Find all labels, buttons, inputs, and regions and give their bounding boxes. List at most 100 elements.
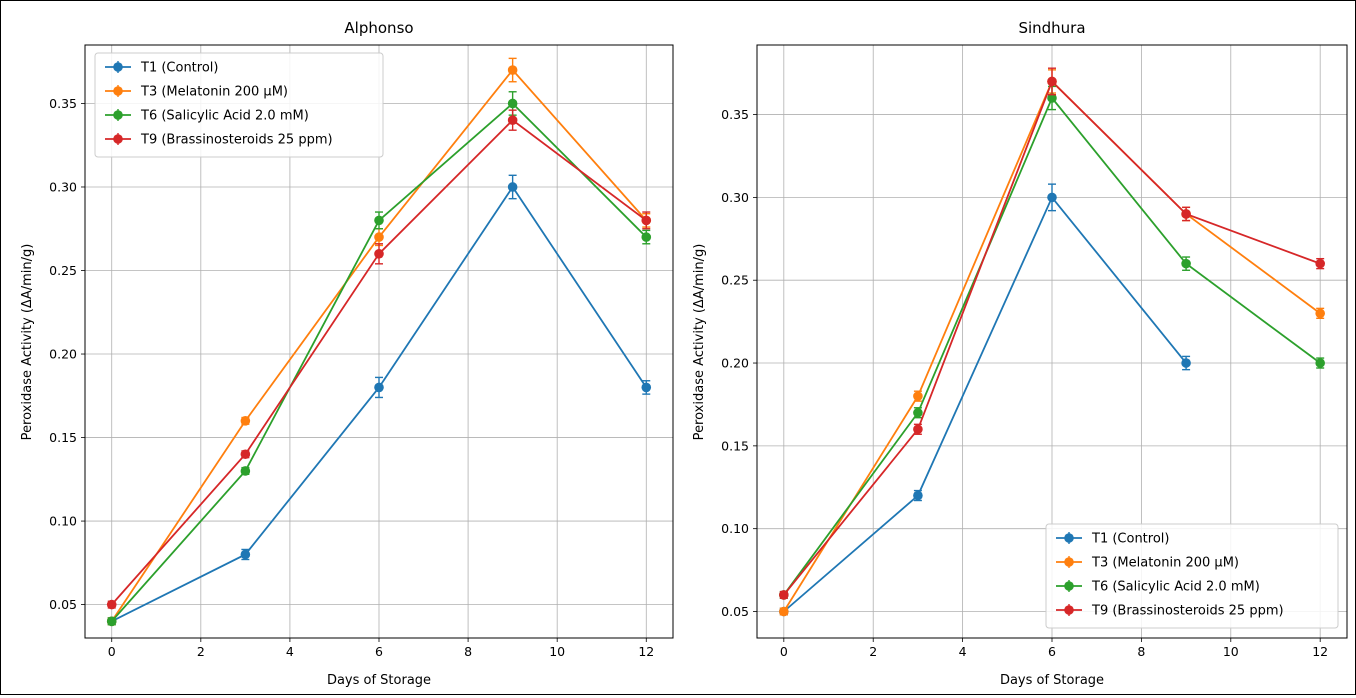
y-axis-label: Peroxidase Activity (ΔA/min/g) (692, 244, 707, 441)
chart-sindhura: Sindhura Days of Storage Peroxidase Acti… (692, 19, 1348, 688)
legend-label: T3 (Melatonin 200 μM) (1091, 556, 1239, 571)
legend-label: T9 (Brassinosteroids 25 ppm) (140, 133, 333, 148)
data-point (507, 115, 518, 125)
x-tick-label: 12 (1312, 644, 1328, 659)
data-point (1047, 192, 1057, 203)
legend: T1 (Control) T3 (Melatonin 200 μM) T6 (Sal… (1045, 523, 1339, 629)
legend-label: T1 (Control) (1091, 532, 1169, 547)
axes-frame (84, 44, 674, 639)
x-tick-label: 10 (1223, 644, 1239, 659)
legend-label: T6 (Salicylic Acid 2.0 mM) (140, 109, 309, 124)
legend-item: T6 (Salicylic Acid 2.0 mM) (105, 109, 309, 124)
data-point (913, 490, 923, 501)
data-point (1047, 93, 1057, 103)
series (106, 109, 652, 610)
data-point (374, 232, 384, 242)
data-point (240, 466, 251, 476)
legend-label: T6 (Salicylic Acid 2.0 mM) (1091, 580, 1260, 595)
x-tick-label: 8 (464, 644, 472, 659)
data-point (1047, 76, 1057, 87)
x-tick-label: 10 (549, 644, 565, 659)
data-point (1181, 258, 1191, 269)
data-point (1315, 358, 1325, 368)
legend-marker (1064, 533, 1074, 543)
y-tick-label: 0.05 (721, 604, 749, 619)
data-point (240, 416, 251, 426)
legend: T1 (Control) T3 (Melatonin 200 μM) T6 (Sal… (94, 52, 384, 158)
legend-marker (1064, 557, 1074, 567)
y-tick-label: 0.20 (49, 347, 77, 362)
data-point (240, 549, 251, 560)
y-tick-label: 0.25 (721, 273, 749, 288)
legend-marker (1064, 581, 1074, 591)
data-point (913, 424, 923, 435)
y-tick-label: 0.05 (49, 597, 77, 612)
data-point (1315, 258, 1325, 269)
chart-title: Alphonso (344, 19, 413, 37)
legend-item: T1 (Control) (1056, 532, 1169, 547)
plot-area: 0 2 4 6 8 10 12 0.05 0.10 0.15 0.20 0.25 0.30 0.35 T1 … (49, 44, 674, 659)
data-point (641, 215, 652, 226)
legend-marker (113, 110, 123, 120)
y-tick-label: 0.15 (49, 430, 77, 445)
x-tick-label: 4 (959, 644, 967, 659)
y-tick-label: 0.15 (721, 438, 749, 453)
data-point (106, 599, 117, 610)
x-tick-label: 8 (1137, 644, 1145, 659)
y-tick-label: 0.10 (721, 521, 749, 536)
data-point (507, 65, 518, 75)
data-point (374, 249, 384, 259)
y-tick-label: 0.35 (49, 96, 77, 111)
y-tick-label: 0.10 (49, 514, 77, 529)
axes-frame (756, 44, 1348, 639)
legend-marker (1064, 605, 1074, 615)
series (779, 67, 1325, 600)
x-axis-label: Days of Storage (327, 673, 431, 688)
legend-marker (113, 62, 123, 72)
chart-title: Sindhura (1018, 19, 1085, 37)
y-axis-label: Peroxidase Activity (ΔA/min/g) (20, 244, 35, 441)
plot-area: 0 2 4 6 8 10 12 0.05 0.10 0.15 0.20 0.25 0.30 0.35 T1 … (721, 44, 1348, 659)
data-point (641, 382, 652, 393)
x-tick-label: 0 (108, 644, 116, 659)
data-point (507, 182, 518, 192)
legend-label: T1 (Control) (140, 61, 218, 76)
legend-item: T1 (Control) (105, 61, 218, 76)
legend-label: T9 (Brassinosteroids 25 ppm) (1091, 604, 1284, 619)
x-tick-label: 2 (197, 644, 205, 659)
data-point (374, 215, 384, 226)
y-tick-label: 0.35 (721, 107, 749, 122)
data-point (106, 616, 117, 627)
x-tick-label: 0 (780, 644, 788, 659)
data-point (913, 407, 923, 418)
y-tick-label: 0.30 (721, 190, 749, 205)
data-point (913, 391, 923, 401)
series (106, 91, 652, 627)
x-tick-label: 6 (1048, 644, 1056, 659)
x-tick-label: 2 (869, 644, 877, 659)
legend-item: T6 (Salicylic Acid 2.0 mM) (1056, 580, 1260, 595)
x-tick-label: 4 (286, 644, 294, 659)
y-tick-label: 0.30 (49, 179, 77, 194)
legend-item: T9 (Brassinosteroids 25 ppm) (105, 133, 333, 148)
legend-label: T3 (Melatonin 200 μM) (140, 85, 288, 100)
data-point (374, 382, 384, 393)
legend-item: T3 (Melatonin 200 μM) (1056, 556, 1239, 571)
series-line (783, 195, 1187, 613)
y-tick-label: 0.20 (721, 356, 749, 371)
chart-alphonso: Alphonso Days of Storage Peroxidase Acti… (20, 19, 674, 688)
data-point (1181, 209, 1191, 219)
x-tick-label: 6 (375, 644, 383, 659)
data-point (779, 606, 789, 617)
legend-marker (113, 134, 123, 144)
legend-box (94, 52, 384, 158)
data-point (641, 232, 652, 242)
data-point (240, 449, 251, 460)
data-point (1315, 308, 1325, 319)
data-point (1181, 358, 1191, 368)
data-point (779, 590, 789, 600)
x-tick-label: 12 (638, 644, 654, 659)
data-point (507, 98, 518, 109)
